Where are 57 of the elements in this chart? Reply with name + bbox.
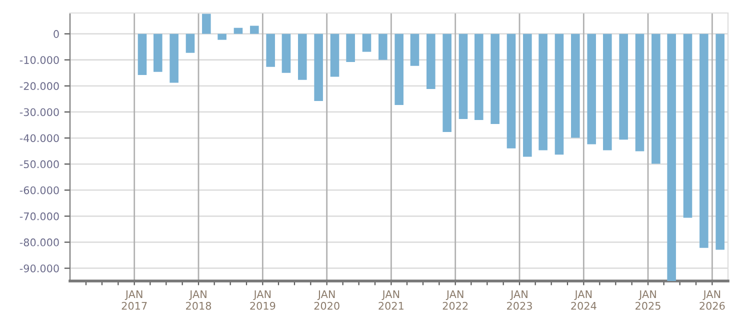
bar <box>587 34 596 144</box>
bar <box>218 34 226 40</box>
y-tick-label: -70.000 <box>20 212 59 220</box>
bar <box>250 26 259 34</box>
y-tick-label: -20.000 <box>20 82 59 90</box>
bar <box>378 34 388 60</box>
x-tick-label: JAN 2020 <box>314 290 340 310</box>
bar <box>442 34 452 132</box>
x-tick-label: JAN 2019 <box>250 290 276 310</box>
bar <box>700 34 708 248</box>
bar <box>426 34 436 90</box>
bar <box>506 34 516 148</box>
bar <box>234 28 243 34</box>
bar <box>154 34 162 72</box>
bar <box>362 34 372 52</box>
bar <box>314 34 323 102</box>
bar <box>603 34 612 150</box>
y-tick-label: -10.000 <box>20 56 59 64</box>
x-tick-label: JAN 2026 <box>700 290 725 310</box>
bar <box>619 34 628 140</box>
bar <box>538 34 548 150</box>
bar <box>330 34 340 77</box>
bar <box>490 34 500 124</box>
x-tick-label: JAN 2024 <box>571 290 596 310</box>
bar <box>474 34 484 120</box>
bar <box>186 34 195 53</box>
y-tick-label: -30.000 <box>20 108 59 116</box>
x-tick-label: JAN 2022 <box>442 290 468 310</box>
bar <box>554 34 564 155</box>
bar <box>635 34 644 152</box>
bar <box>266 34 275 67</box>
bar <box>571 34 580 138</box>
bar <box>202 14 211 34</box>
y-tick-label: 0 <box>54 30 59 38</box>
bar <box>716 34 724 250</box>
y-tick-label: -50.000 <box>20 160 59 168</box>
bar <box>298 34 307 80</box>
bar <box>394 34 404 105</box>
x-tick-label: JAN 2018 <box>186 290 212 310</box>
bar <box>523 34 532 157</box>
x-tick-label: JAN 2017 <box>122 290 147 310</box>
bar <box>410 34 420 66</box>
y-tick-label: -80.000 <box>20 238 59 246</box>
x-tick-label: JAN 2023 <box>507 290 532 310</box>
x-tick-label: JAN 2021 <box>378 290 404 310</box>
bar <box>652 34 660 164</box>
bar <box>282 34 291 73</box>
bar <box>170 34 178 83</box>
bar <box>667 34 676 281</box>
bar <box>346 34 355 62</box>
bar <box>458 34 468 119</box>
bar <box>138 34 147 75</box>
y-tick-label: -90.000 <box>20 264 59 272</box>
bar <box>683 34 692 218</box>
x-tick-label: JAN 2025 <box>636 290 660 310</box>
y-tick-label: -40.000 <box>20 134 59 142</box>
y-tick-label: -60.000 <box>20 186 59 194</box>
